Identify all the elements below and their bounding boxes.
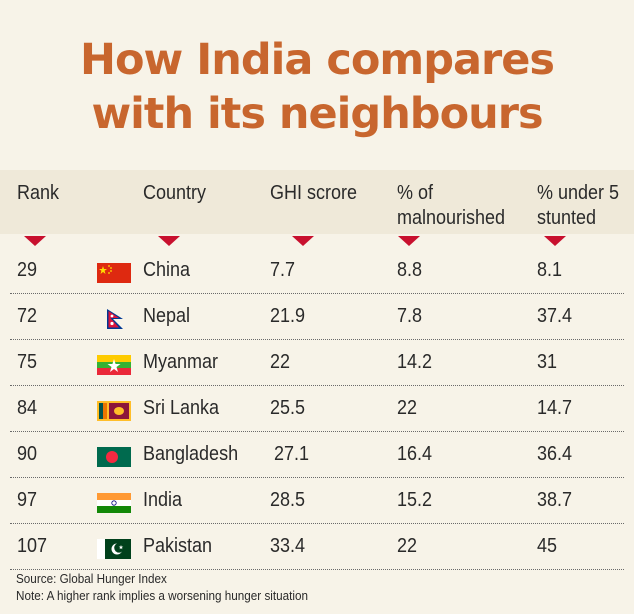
cell-ghi: 27.1 — [274, 443, 310, 465]
pakistan-flag-icon — [97, 539, 131, 559]
cell-stunted: 8.1 — [537, 259, 563, 281]
header-country: Country — [143, 182, 207, 204]
cell-rank: 29 — [17, 259, 38, 281]
stunted-sort-arrow-icon — [544, 236, 566, 246]
row-divider — [10, 477, 624, 478]
footnote: Note: A higher rank implies a worsening … — [16, 588, 309, 603]
header-stunted-line2: stunted — [537, 207, 597, 229]
myanmar-flag-icon — [97, 355, 131, 375]
cell-rank: 107 — [17, 535, 48, 557]
cell-stunted: 45 — [537, 535, 558, 557]
row-divider — [10, 523, 624, 524]
cell-rank: 97 — [17, 489, 38, 511]
cell-country: China — [143, 259, 191, 281]
cell-rank: 75 — [17, 351, 38, 373]
cell-rank: 84 — [17, 397, 38, 419]
row-divider — [10, 293, 624, 294]
cell-malnourished: 7.8 — [397, 305, 423, 327]
row-divider — [10, 339, 624, 340]
cell-ghi: 28.5 — [270, 489, 306, 511]
malnourished-sort-arrow-icon — [398, 236, 420, 246]
cell-malnourished: 22 — [397, 397, 418, 419]
page-title-line-1: How India compares — [80, 35, 555, 85]
cell-malnourished: 14.2 — [397, 351, 433, 373]
nepal-flag-icon — [97, 309, 131, 329]
cell-stunted: 31 — [537, 351, 558, 373]
table-row: 75 Myanmar 22 14.2 31 — [0, 340, 634, 386]
table-row: 90 Bangladesh 27.1 16.4 36.4 — [0, 432, 634, 478]
cell-stunted: 36.4 — [537, 443, 573, 465]
cell-ghi: 21.9 — [270, 305, 306, 327]
cell-malnourished: 16.4 — [397, 443, 433, 465]
row-divider — [10, 569, 624, 570]
cell-country: Pakistan — [143, 535, 213, 557]
table-header — [0, 170, 634, 234]
cell-ghi: 7.7 — [270, 259, 296, 281]
india-flag-icon — [97, 493, 131, 513]
cell-country: Myanmar — [143, 351, 219, 373]
header-stunted-line1: % under 5 — [537, 182, 620, 204]
rank-sort-arrow-icon — [24, 236, 46, 246]
row-divider — [10, 431, 624, 432]
header-malnourished-line2: malnourished — [397, 207, 506, 229]
cell-malnourished: 8.8 — [397, 259, 423, 281]
cell-country: Bangladesh — [143, 443, 239, 465]
cell-country: India — [143, 489, 183, 511]
table-row: 84 Sri Lanka 25.5 22 14.7 — [0, 386, 634, 432]
header-ghi: GHI scrore — [270, 182, 358, 204]
header-rank: Rank — [17, 182, 60, 204]
table-row: 72 Nepal 21.9 7.8 37.4 — [0, 294, 634, 340]
cell-ghi: 25.5 — [270, 397, 306, 419]
ghi-sort-arrow-icon — [292, 236, 314, 246]
cell-rank: 90 — [17, 443, 38, 465]
china-flag-icon — [97, 263, 131, 283]
table-row: 97 India 28.5 15.2 38.7 — [0, 478, 634, 524]
cell-malnourished: 15.2 — [397, 489, 433, 511]
cell-stunted: 38.7 — [537, 489, 573, 511]
cell-malnourished: 22 — [397, 535, 418, 557]
cell-stunted: 14.7 — [537, 397, 573, 419]
cell-country: Nepal — [143, 305, 191, 327]
source-note: Source: Global Hunger Index — [16, 571, 167, 586]
cell-ghi: 33.4 — [270, 535, 306, 557]
cell-country: Sri Lanka — [143, 397, 220, 419]
country-sort-arrow-icon — [158, 236, 180, 246]
cell-stunted: 37.4 — [537, 305, 573, 327]
table-row: 29 China 7.7 8.8 8.1 — [0, 248, 634, 294]
cell-ghi: 22 — [270, 351, 291, 373]
bangladesh-flag-icon — [97, 447, 131, 467]
sri-lanka-flag-icon — [97, 401, 131, 421]
header-malnourished-line1: % of — [397, 182, 434, 204]
row-divider — [10, 385, 624, 386]
cell-rank: 72 — [17, 305, 38, 327]
table-row: 107 Pakistan 33.4 22 45 — [0, 524, 634, 570]
page-title-line-2: with its neighbours — [91, 89, 543, 139]
